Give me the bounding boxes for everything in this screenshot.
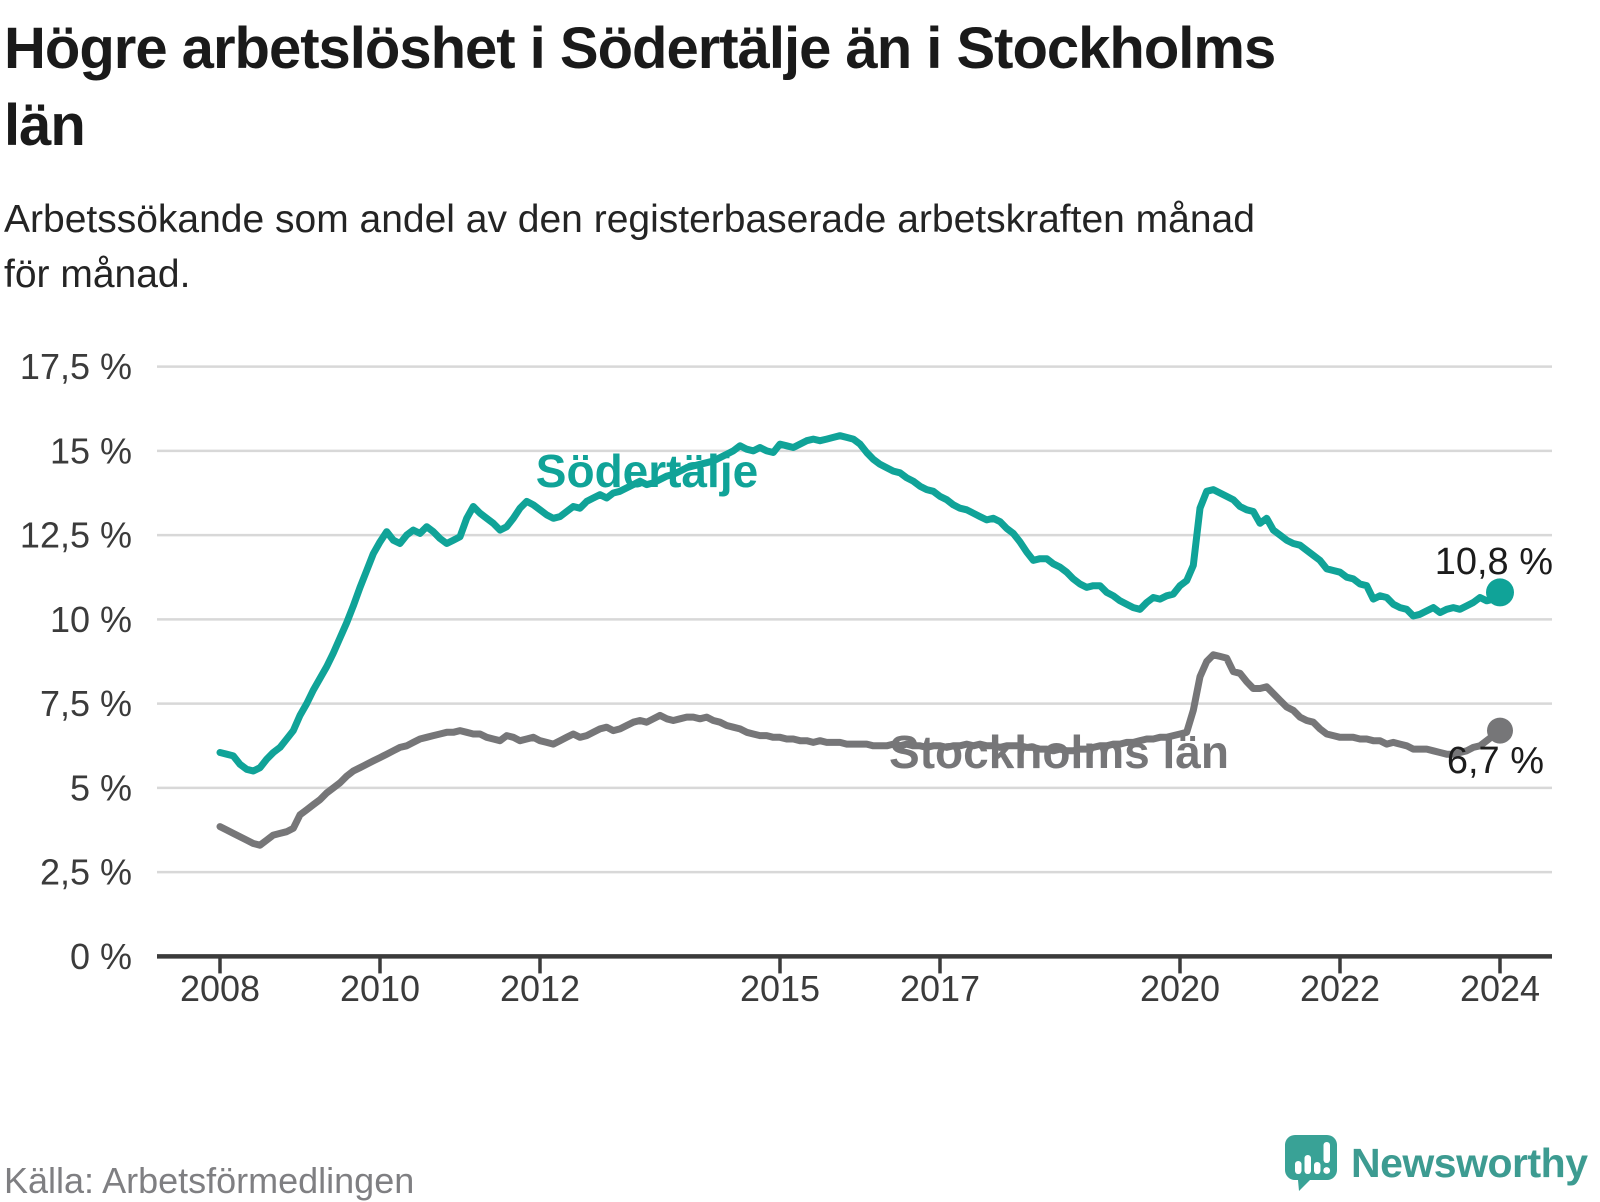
bar-chart-speech-bubble-icon [1285, 1135, 1337, 1191]
series-end-dot-stockholms-lan [1487, 717, 1513, 744]
series-end-dot-sodertalje [1486, 578, 1514, 607]
x-axis-tick-label: 2020 [1140, 968, 1220, 1009]
y-axis-tick-label: 10 % [50, 599, 132, 640]
x-axis-tick-label: 2022 [1300, 968, 1380, 1009]
x-axis-tick-label: 2010 [340, 968, 420, 1009]
series-label-stockholms-lan: Stockholms län [889, 726, 1229, 778]
chart-subtitle-line-2: för månad. [4, 253, 191, 296]
y-axis-tick-label: 5 % [70, 767, 132, 808]
newsworthy-logo: Newsworthy [1284, 1134, 1588, 1192]
logo-exclamation-dot [1323, 1167, 1331, 1174]
x-axis-tick-label: 2008 [180, 968, 260, 1009]
x-axis-tick-label: 2017 [900, 968, 980, 1009]
y-axis-tick-label: 0 % [70, 936, 132, 977]
chart-subtitle-line-1: Arbetssökande som andel av den registerb… [4, 198, 1255, 241]
x-axis-tick-label: 2015 [740, 968, 820, 1009]
y-axis-tick-label: 7,5 % [40, 683, 132, 724]
logo-bar-tall [1304, 1155, 1311, 1174]
end-value-label-sodertalje: 10,8 % [1434, 541, 1553, 583]
chart-subtitle: Arbetssökande som andel av den registerb… [4, 192, 1596, 302]
page-title-line-1: Högre arbetslöshet i Södertälje än i Sto… [4, 16, 1276, 81]
logo-bar-small [1295, 1161, 1302, 1174]
x-axis-tick-label: 2012 [500, 968, 580, 1009]
page-title: Högre arbetslöshet i Södertälje än i Sto… [4, 10, 1596, 164]
page-title-line-2: län [4, 93, 86, 158]
y-axis-tick-label: 15 % [50, 430, 132, 471]
y-axis-tick-label: 2,5 % [40, 852, 132, 893]
logo-bar-medium [1314, 1162, 1321, 1174]
newsworthy-wordmark: Newsworthy [1351, 1139, 1588, 1186]
logo-exclamation-bar [1323, 1142, 1330, 1163]
y-axis-tick-label: 12,5 % [20, 515, 132, 556]
series-line-sodertalje [216, 432, 1504, 775]
series-line-stockholms-lan [216, 651, 1504, 849]
series-label-sodertalje: Södertälje [535, 445, 759, 497]
end-value-label-stockholms-lan: 6,7 % [1446, 740, 1544, 782]
y-axis-tick-label: 17,5 % [20, 346, 132, 387]
x-axis-tick-label: 2024 [1460, 968, 1540, 1009]
source-note: Källa: Arbetsförmedlingen [4, 1160, 415, 1201]
